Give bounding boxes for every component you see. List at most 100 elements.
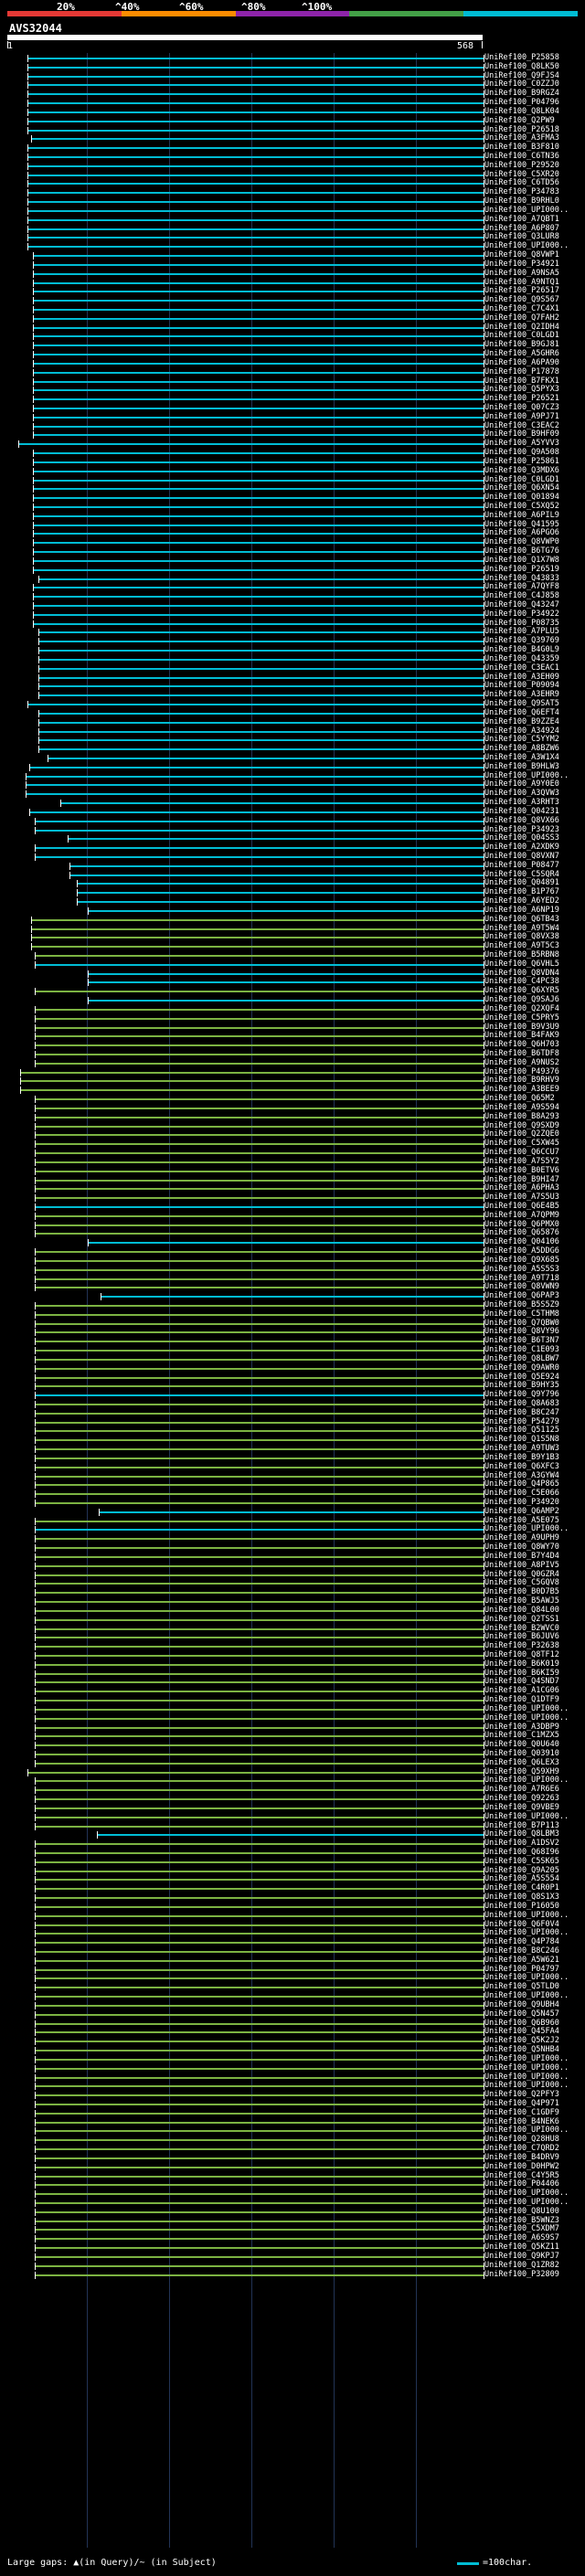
hit-label[interactable]: UniRef100_Q5N457 — [484, 2009, 559, 2019]
hit-label[interactable]: UniRef100_C5YYM2 — [484, 735, 559, 745]
hit-row[interactable]: UniRef100_Q28HU8 — [0, 2135, 585, 2145]
hit-label[interactable]: UniRef100_Q45FA4 — [484, 2027, 559, 2037]
hit-row[interactable]: UniRef100_Q6PAP3 — [0, 1291, 585, 1301]
hit-row[interactable]: UniRef100_P08477 — [0, 861, 585, 871]
hit-row[interactable]: UniRef100_P08735 — [0, 619, 585, 629]
hit-label[interactable]: UniRef100_Q8LK04 — [484, 106, 559, 116]
hit-row[interactable]: UniRef100_Q6CCU7 — [0, 1148, 585, 1158]
hit-label[interactable]: UniRef100_Q8TF12 — [484, 1649, 559, 1659]
hit-label[interactable]: UniRef100_A1DSV2 — [484, 1839, 559, 1849]
hit-row[interactable]: UniRef100_UPI000.. — [0, 241, 585, 251]
hit-row[interactable]: UniRef100_P09094 — [0, 681, 585, 691]
hit-row[interactable]: UniRef100_Q8VX66 — [0, 816, 585, 826]
hit-label[interactable]: UniRef100_Q1S5N8 — [484, 1435, 559, 1445]
hit-row[interactable]: UniRef100_Q9VBE9 — [0, 1803, 585, 1813]
hit-label[interactable]: UniRef100_B9HLW3 — [484, 761, 559, 771]
hit-label[interactable]: UniRef100_Q8LBM3 — [484, 1829, 559, 1839]
hit-label[interactable]: UniRef100_C3EAC1 — [484, 663, 559, 673]
hit-label[interactable]: UniRef100_Q6CCU7 — [484, 1148, 559, 1158]
hit-label[interactable]: UniRef100_Q9Y796 — [484, 1390, 559, 1400]
hit-label[interactable]: UniRef100_Q92263 — [484, 1794, 559, 1804]
hit-row[interactable]: UniRef100_A9UPH9 — [0, 1533, 585, 1543]
hit-row[interactable]: UniRef100_A5YVV3 — [0, 439, 585, 449]
hit-row[interactable]: UniRef100_B3F810 — [0, 143, 585, 153]
hit-label[interactable]: UniRef100_UPI000.. — [484, 2053, 569, 2063]
hit-row[interactable]: UniRef100_A1CG06 — [0, 1686, 585, 1696]
hit-label[interactable]: UniRef100_UPI000.. — [484, 205, 569, 215]
hit-row[interactable]: UniRef100_A7QBT1 — [0, 215, 585, 225]
hit-row[interactable]: UniRef100_Q9FJS4 — [0, 71, 585, 81]
hit-row[interactable]: UniRef100_P49376 — [0, 1067, 585, 1077]
hit-label[interactable]: UniRef100_C7QRD2 — [484, 2144, 559, 2154]
hit-label[interactable]: UniRef100_B7Y4D4 — [484, 1551, 559, 1561]
hit-label[interactable]: UniRef100_Q59XH9 — [484, 1766, 559, 1776]
hit-row[interactable]: UniRef100_UPI000.. — [0, 2198, 585, 2208]
hit-label[interactable]: UniRef100_C5XR20 — [484, 169, 559, 179]
hit-label[interactable]: UniRef100_Q2PW9 — [484, 115, 555, 125]
hit-label[interactable]: UniRef100_C1E093 — [484, 1345, 559, 1355]
hit-label[interactable]: UniRef100_Q43833 — [484, 573, 559, 583]
hit-row[interactable]: UniRef100_B8A293 — [0, 1112, 585, 1122]
hit-row[interactable]: UniRef100_Q4P971 — [0, 2099, 585, 2109]
hit-label[interactable]: UniRef100_B1P767 — [484, 887, 559, 897]
hit-label[interactable]: UniRef100_P34783 — [484, 187, 559, 197]
hit-label[interactable]: UniRef100_P34921 — [484, 259, 559, 269]
hit-label[interactable]: UniRef100_P29520 — [484, 160, 559, 170]
hit-label[interactable]: UniRef100_P04797 — [484, 1964, 559, 1974]
hit-row[interactable]: UniRef100_C3EAC1 — [0, 663, 585, 673]
hit-row[interactable]: UniRef100_Q03910 — [0, 1749, 585, 1759]
hit-label[interactable]: UniRef100_Q51125 — [484, 1426, 559, 1436]
hit-row[interactable]: UniRef100_A3DBP9 — [0, 1723, 585, 1733]
hit-label[interactable]: UniRef100_B4NEK6 — [484, 2116, 559, 2126]
hit-row[interactable]: UniRef100_A2XDK9 — [0, 843, 585, 853]
hit-row[interactable]: UniRef100_Q0U640 — [0, 1740, 585, 1750]
hit-row[interactable]: UniRef100_Q8LBW7 — [0, 1354, 585, 1364]
hit-label[interactable]: UniRef100_Q8VWN9 — [484, 1282, 559, 1292]
hit-row[interactable]: UniRef100_B6K019 — [0, 1659, 585, 1670]
hit-row[interactable]: UniRef100_UPI000.. — [0, 1991, 585, 2001]
hit-row[interactable]: UniRef100_P54279 — [0, 1417, 585, 1427]
hit-row[interactable]: UniRef100_Q9S567 — [0, 295, 585, 305]
hit-label[interactable]: UniRef100_Q68I96 — [484, 1848, 559, 1857]
hit-row[interactable]: UniRef100_Q6XYR5 — [0, 986, 585, 996]
hit-label[interactable]: UniRef100_Q9SAJ6 — [484, 995, 559, 1005]
hit-label[interactable]: UniRef100_A5YVV3 — [484, 439, 559, 449]
hit-row[interactable]: UniRef100_Q6PMX0 — [0, 1220, 585, 1230]
hit-row[interactable]: UniRef100_Q9SXD9 — [0, 1121, 585, 1131]
hit-row[interactable]: UniRef100_Q8LBM3 — [0, 1829, 585, 1839]
hit-row[interactable]: UniRef100_Q39769 — [0, 636, 585, 646]
hit-row[interactable]: UniRef100_UPI000.. — [0, 2054, 585, 2064]
hit-label[interactable]: UniRef100_Q3MDX6 — [484, 465, 559, 475]
hit-label[interactable]: UniRef100_Q1DTF9 — [484, 1695, 559, 1705]
hit-label[interactable]: UniRef100_B5WNZ3 — [484, 2215, 559, 2225]
hit-row[interactable]: UniRef100_B1P767 — [0, 887, 585, 897]
hit-label[interactable]: UniRef100_A7S5U3 — [484, 1193, 559, 1203]
hit-row[interactable]: UniRef100_A6PHA3 — [0, 1183, 585, 1193]
hit-row[interactable]: UniRef100_Q8VX38 — [0, 932, 585, 942]
hit-label[interactable]: UniRef100_P26518 — [484, 124, 559, 134]
hit-row[interactable]: UniRef100_A3FMA3 — [0, 133, 585, 143]
hit-label[interactable]: UniRef100_B9HF09 — [484, 429, 559, 440]
hit-label[interactable]: UniRef100_Q65876 — [484, 1228, 559, 1238]
hit-label[interactable]: UniRef100_A3GYW4 — [484, 1470, 559, 1480]
hit-row[interactable]: UniRef100_A5DDG6 — [0, 1246, 585, 1256]
hit-label[interactable]: UniRef100_A8BZW6 — [484, 744, 559, 754]
hit-row[interactable]: UniRef100_Q1ZR82 — [0, 2261, 585, 2271]
hit-row[interactable]: UniRef100_A9PJ71 — [0, 412, 585, 422]
hit-row[interactable]: UniRef100_B6TG76 — [0, 546, 585, 557]
hit-row[interactable]: UniRef100_Q8U100 — [0, 2207, 585, 2217]
hit-row[interactable]: UniRef100_A5S5S3 — [0, 1265, 585, 1275]
hit-label[interactable]: UniRef100_UPI000.. — [484, 1524, 569, 1534]
hit-row[interactable]: UniRef100_B2WVC0 — [0, 1624, 585, 1634]
hit-row[interactable]: UniRef100_A3EHR9 — [0, 690, 585, 700]
hit-row[interactable]: UniRef100_B5WNZ3 — [0, 2216, 585, 2226]
hit-row[interactable]: UniRef100_A6S9S7 — [0, 2233, 585, 2243]
hit-label[interactable]: UniRef100_P08735 — [484, 618, 559, 628]
hit-label[interactable]: UniRef100_P32638 — [484, 1641, 559, 1651]
hit-row[interactable]: UniRef100_Q5E924 — [0, 1373, 585, 1383]
hit-row[interactable]: UniRef100_C0LGD1 — [0, 331, 585, 341]
hit-row[interactable]: UniRef100_Q9UBH4 — [0, 2000, 585, 2010]
hit-row[interactable]: UniRef100_UPI000.. — [0, 1812, 585, 1822]
hit-row[interactable]: UniRef100_C5XW45 — [0, 1139, 585, 1149]
hit-label[interactable]: UniRef100_A7QYF8 — [484, 582, 559, 592]
